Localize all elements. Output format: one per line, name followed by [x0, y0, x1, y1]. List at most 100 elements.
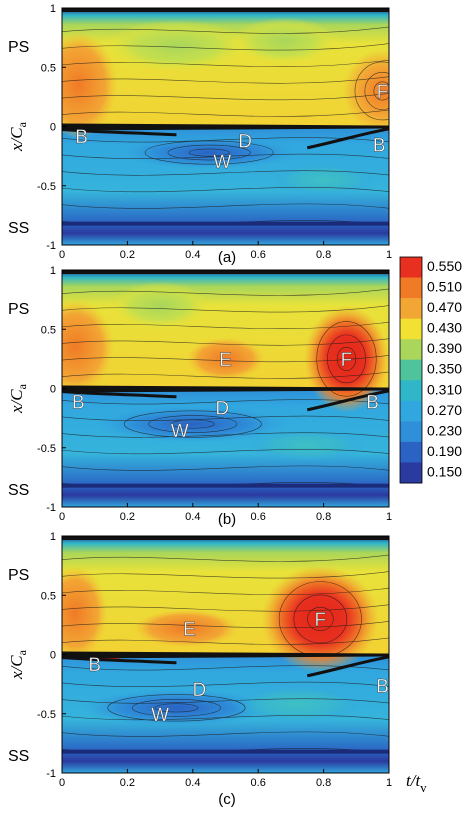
colorbar-label: 0.190	[427, 443, 462, 459]
y-tick-label: -1	[46, 240, 56, 252]
x-tick-label: 0.4	[185, 249, 200, 261]
panel-caption: (c)	[218, 791, 236, 808]
x-tick-label: 0.6	[251, 777, 266, 789]
y-tick-label: 0	[50, 384, 56, 396]
ps-label: PS	[8, 301, 29, 318]
region-label-E: E	[183, 619, 196, 640]
colorbar-label: 0.350	[427, 361, 462, 377]
top-boundary-band	[62, 8, 389, 12]
x-tick-label: 0.6	[251, 511, 266, 523]
region-label-B: B	[88, 655, 101, 676]
x-tick-label: 1	[386, 777, 392, 789]
wake-line	[62, 123, 389, 131]
colorbar-swatch	[400, 318, 422, 340]
colorbar-swatch	[400, 441, 422, 463]
region-label-B: B	[376, 676, 389, 697]
wake-tail-left	[62, 128, 177, 137]
y-tick-label: -1	[46, 768, 56, 780]
colorbar-swatch	[400, 257, 422, 279]
region-label-F: F	[377, 82, 389, 103]
region-label-B: B	[72, 393, 85, 414]
y-tick-label: -0.5	[37, 181, 56, 193]
colorbar-label: 0.230	[427, 422, 462, 438]
y-tick-label: 0	[50, 122, 56, 134]
y-tick-label: 1	[50, 3, 56, 15]
colorbar-label: 0.510	[427, 279, 462, 295]
colorbar-label: 0.550	[427, 258, 462, 274]
x-tick-label: 1	[386, 511, 392, 523]
ss-dark-band	[62, 483, 389, 488]
x-tick-label: 0.8	[316, 777, 331, 789]
region-label-B: B	[373, 135, 386, 156]
region-label-E: E	[219, 350, 232, 371]
x-tick-label: 0	[59, 511, 65, 523]
colorbar-swatch	[400, 298, 422, 320]
y-tick-label: 0.5	[41, 324, 56, 336]
top-boundary-band	[62, 536, 389, 540]
region-label-D: D	[215, 398, 229, 419]
colorbar-label: 0.150	[427, 463, 462, 479]
panel-caption: (b)	[218, 511, 236, 528]
panel-3: 10.50-0.5-10 0.2 0.4 0.6 0.8 1x/CaPSSSFEBDWB(…	[7, 531, 392, 808]
colorbar-swatch	[400, 400, 422, 422]
colorbar-label: 0.470	[427, 299, 462, 315]
colorbar-frame	[399, 256, 423, 484]
contour-lines-2	[62, 288, 389, 488]
y-axis-label: x/Ca	[7, 383, 29, 414]
x-tick-label: 0	[59, 777, 65, 789]
region-label-B: B	[75, 127, 88, 148]
ss-label: SS	[8, 748, 29, 765]
wake-tail-left	[62, 390, 177, 399]
colorbar-label: 0.390	[427, 340, 462, 356]
region-label-W: W	[171, 421, 189, 442]
region-label-B: B	[366, 393, 379, 414]
ss-label: SS	[8, 482, 29, 499]
y-tick-label: 0.5	[41, 62, 56, 74]
region-label-F: F	[315, 610, 327, 631]
y-tick-label: -0.5	[37, 443, 56, 455]
wake-line	[62, 651, 389, 659]
x-tick-label: 0.4	[185, 777, 200, 789]
colorbar-swatch	[400, 462, 422, 484]
ss-label: SS	[8, 220, 29, 237]
contour-field-1	[62, 8, 389, 245]
y-tick-label: -0.5	[37, 709, 56, 721]
contour-field-2	[62, 270, 389, 507]
colorbar-swatch	[400, 277, 422, 299]
x-tick-label: 0.2	[120, 777, 135, 789]
x-tick-label: 0.4	[185, 511, 200, 523]
y-axis-label: x/Ca	[7, 121, 29, 152]
ps-label: PS	[8, 567, 29, 584]
y-tick-label: 1	[50, 531, 56, 543]
top-boundary-band	[62, 270, 389, 274]
wake-tail-right	[306, 127, 389, 150]
colorbar-label: 0.310	[427, 381, 462, 397]
x-axis-title: t/tv	[406, 771, 427, 795]
ss-dark-band	[62, 749, 389, 754]
x-tick-label: 0.8	[316, 511, 331, 523]
x-tick-label: 0.8	[316, 249, 331, 261]
x-tick-label: 0.2	[120, 511, 135, 523]
y-tick-label: 1	[50, 265, 56, 277]
colorbar-swatch	[400, 380, 422, 402]
contour-lines-1	[62, 26, 389, 226]
y-axis-label: x/Ca	[7, 649, 29, 680]
colorbar-label: 0.270	[427, 402, 462, 418]
y-tick-label: 0	[50, 650, 56, 662]
ps-label: PS	[8, 39, 29, 56]
colorbar-label: 0.430	[427, 320, 462, 336]
x-tick-label: 1	[386, 249, 392, 261]
wake-line	[62, 385, 389, 393]
region-label-D: D	[238, 132, 252, 153]
wake-tail-right	[306, 655, 389, 678]
panel-caption: (a)	[218, 249, 236, 266]
colorbar-swatch	[400, 421, 422, 443]
region-label-W: W	[151, 705, 169, 726]
y-tick-label: 0.5	[41, 590, 56, 602]
colorbar-swatch	[400, 359, 422, 381]
wake-tail-left	[62, 656, 177, 665]
y-tick-label: -1	[46, 502, 56, 514]
